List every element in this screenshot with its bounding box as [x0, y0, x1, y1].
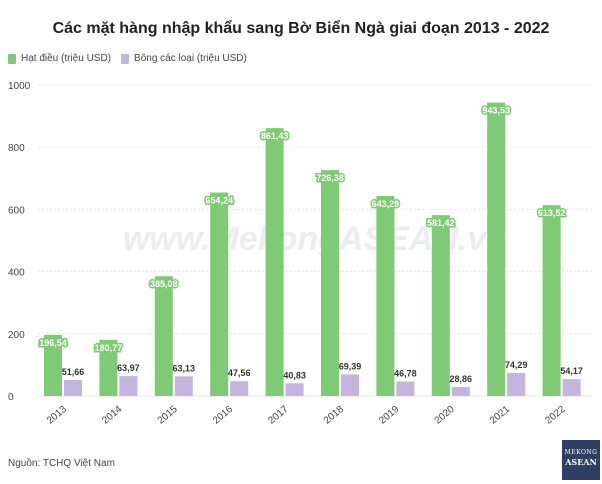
data-label: 54,17: [560, 366, 583, 376]
data-label: 40,83: [283, 370, 306, 380]
x-tick-label: 2015: [156, 404, 180, 427]
y-tick-label: 800: [8, 143, 25, 154]
bar-hat-dieu: [376, 195, 395, 396]
data-label: 196,54: [39, 338, 67, 348]
bar-bong: [64, 379, 82, 396]
x-tick-label: 2014: [100, 404, 124, 427]
bar-hat-dieu: [99, 339, 118, 396]
data-label: 69,39: [339, 361, 362, 371]
x-tick-label: 2020: [433, 404, 457, 427]
data-label: 74,29: [505, 360, 528, 370]
bar-bong: [119, 376, 138, 396]
legend-label-series1: Hạt điều (triệu USD): [21, 53, 112, 64]
bar-hat-dieu: [210, 192, 229, 396]
y-tick-label: 400: [8, 268, 25, 279]
legend-item-series2[interactable]: Bông các loại (triệu USD): [121, 53, 247, 64]
legend-label-series2: Bông các loại (triệu USD): [134, 53, 247, 64]
chart-title: Các mặt hàng nhập khẩu sang Bờ Biển Ngà …: [52, 20, 550, 37]
bar-hat-dieu: [431, 215, 450, 396]
legend-item-series1[interactable]: Hạt điều (triệu USD): [8, 53, 111, 64]
bar-hat-dieu: [265, 128, 284, 396]
bar-bong: [174, 376, 193, 396]
y-tick-label: 0: [8, 392, 14, 403]
bar-hat-dieu: [44, 334, 62, 396]
bar-bong: [285, 383, 304, 396]
x-tick-label: 2016: [211, 404, 235, 427]
bar-bong: [396, 381, 415, 396]
data-label: 581,42: [427, 218, 455, 228]
x-tick-label: 2017: [266, 404, 290, 427]
bar-bong: [230, 381, 249, 396]
source-note: Nguồn: TCHQ Việt Nam: [8, 458, 115, 469]
data-label: 613,52: [538, 208, 566, 218]
data-label: 385,08: [150, 279, 178, 289]
data-label: 726,38: [316, 173, 344, 183]
bar-hat-dieu: [487, 102, 506, 397]
bar-bong: [507, 372, 526, 396]
data-label: 28,86: [450, 374, 473, 384]
legend: Hạt điều (triệu USD) Bông các loại (triệ…: [8, 53, 247, 64]
bar-bong: [562, 379, 581, 396]
x-tick-label: 2018: [322, 404, 346, 427]
logo-line2: ASEAN: [565, 457, 597, 467]
data-label: 63,13: [173, 363, 196, 373]
x-tick-label: 2021: [488, 404, 512, 427]
bar-hat-dieu: [154, 276, 173, 396]
data-label: 643,29: [372, 199, 400, 209]
bar-hat-dieu: [321, 170, 339, 396]
data-label: 861,43: [261, 131, 289, 141]
x-tick-label: 2022: [543, 404, 567, 427]
data-label: 943,53: [482, 106, 510, 116]
bar-bong: [451, 387, 470, 396]
mekong-asean-logo: MEKONG ASEAN: [562, 440, 600, 480]
logo-line1: MEKONG: [564, 449, 598, 456]
y-tick-label: 1000: [8, 81, 31, 92]
bar-hat-dieu: [542, 205, 561, 396]
data-label: 654,24: [205, 196, 233, 206]
y-tick-label: 600: [8, 205, 25, 216]
data-label: 180,77: [95, 343, 123, 353]
data-label: 47,56: [228, 368, 251, 378]
legend-swatch-series2: [121, 53, 130, 64]
data-label: 51,66: [62, 367, 85, 377]
x-tick-label: 2019: [377, 404, 401, 427]
y-tick-label: 200: [8, 330, 25, 341]
data-label: 63,97: [117, 363, 140, 373]
bar-bong: [341, 374, 359, 396]
x-tick-label: 2013: [45, 404, 69, 427]
legend-swatch-series1: [8, 53, 16, 64]
data-label: 46,78: [394, 368, 417, 378]
